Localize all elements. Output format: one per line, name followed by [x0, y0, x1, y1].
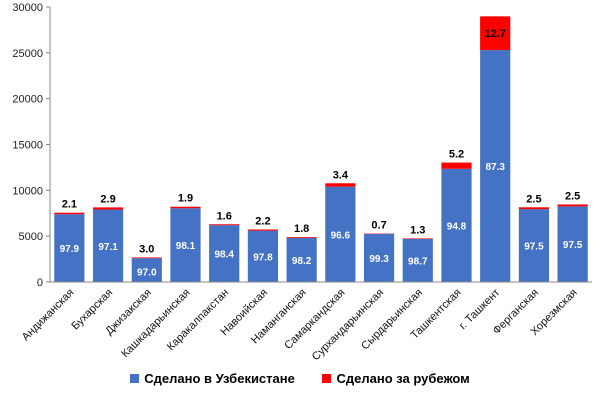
- bar-foreign: [54, 212, 85, 215]
- data-label-foreign: 3.0: [139, 243, 154, 255]
- bar-domestic: [402, 238, 433, 282]
- x-tick-label: Андижанская: [20, 287, 77, 344]
- bar-domestic: [363, 233, 395, 282]
- data-label-foreign: 1.9: [178, 193, 193, 205]
- bar-foreign: [402, 238, 433, 239]
- data-label-foreign: 5.2: [449, 149, 464, 161]
- data-label-foreign: 1.3: [410, 224, 425, 236]
- bar-foreign: [286, 237, 317, 238]
- bar-foreign: [441, 162, 472, 169]
- legend-item-foreign: Сделано за рубежом: [322, 371, 470, 386]
- bar-foreign: [518, 207, 550, 210]
- data-label-domestic: 98.2: [292, 256, 312, 267]
- bar-domestic: [247, 230, 279, 282]
- bar-domestic: [557, 206, 588, 282]
- data-label-domestic: 97.9: [60, 244, 80, 255]
- data-label-foreign: 2.1: [62, 199, 77, 211]
- data-label-foreign: 1.8: [294, 223, 309, 235]
- data-label-domestic: 97.0: [137, 267, 157, 278]
- y-tick-label: 30000: [12, 2, 43, 14]
- data-label-foreign: 0.7: [371, 220, 386, 232]
- bar-domestic: [170, 208, 201, 282]
- bar-foreign: [92, 207, 124, 210]
- y-tick-label: 0: [37, 277, 43, 289]
- data-label-foreign: 1.6: [217, 210, 232, 222]
- data-label-domestic: 99.3: [369, 254, 389, 265]
- y-tick-label: 20000: [12, 94, 43, 106]
- bar-foreign: [209, 224, 240, 226]
- data-label-foreign: 2.2: [255, 215, 270, 227]
- y-tick-label: 15000: [12, 140, 43, 152]
- y-tick-label: 10000: [12, 185, 43, 197]
- bar-domestic: [209, 225, 240, 282]
- data-label-domestic: 97.5: [524, 242, 544, 253]
- data-label-domestic: 94.8: [447, 221, 467, 232]
- bar-domestic: [131, 258, 162, 282]
- legend-item-domestic: Сделано в Узбекистане: [130, 371, 295, 386]
- x-tick-label: Кашкадарьинская: [119, 287, 192, 360]
- data-label-domestic: 98.7: [408, 256, 428, 267]
- bars: 97.9 2.1 97.1 2.9 97.0 3.0 98.1 1.9 98.4 1.6 97.8 2…: [54, 16, 588, 283]
- data-label-domestic: 98.1: [176, 241, 196, 252]
- y-tick-label: 25000: [12, 48, 43, 60]
- data-label-domestic: 98.4: [214, 250, 234, 261]
- legend: Сделано в Узбекистане Сделано за рубежом: [0, 371, 600, 386]
- data-label-foreign: 2.9: [100, 193, 115, 205]
- x-tick-label: Сурхандарьинская: [310, 287, 386, 363]
- bar-foreign: [131, 257, 162, 259]
- legend-label-domestic: Сделано в Узбекистане: [144, 371, 295, 386]
- y-axis: 0 5000 10000 15000 20000 25000 30000: [12, 2, 51, 289]
- bar-domestic: [92, 209, 124, 282]
- legend-label-foreign: Сделано за рубежом: [336, 371, 470, 386]
- bar-foreign: [557, 204, 588, 207]
- data-label-domestic: 87.3: [485, 162, 505, 173]
- bar-domestic: [441, 168, 472, 282]
- data-label-foreign: 3.4: [333, 169, 349, 181]
- bar-foreign: [480, 16, 511, 51]
- x-axis: АндижанскаяБухарскаяДжизакскаяКашкадарьи…: [20, 281, 592, 363]
- bar-foreign: [170, 206, 201, 209]
- y-tick-label: 5000: [19, 231, 43, 243]
- legend-swatch-foreign: [322, 374, 332, 383]
- data-label-foreign: 12.7: [485, 28, 506, 40]
- bar-domestic: [518, 209, 550, 282]
- data-label-domestic: 97.5: [563, 240, 583, 251]
- bar-foreign: [325, 183, 356, 187]
- data-label-foreign: 2.5: [526, 193, 541, 205]
- bar-domestic: [54, 214, 85, 282]
- bar-domestic: [325, 186, 356, 282]
- data-label-domestic: 96.6: [331, 230, 351, 241]
- bar-domestic: [286, 238, 317, 282]
- bar-domestic: [480, 50, 511, 283]
- data-label-domestic: 97.8: [253, 252, 273, 263]
- data-label-domestic: 97.1: [98, 242, 118, 253]
- data-label-foreign: 2.5: [565, 190, 580, 202]
- bar-foreign: [247, 229, 279, 231]
- legend-swatch-domestic: [130, 374, 140, 383]
